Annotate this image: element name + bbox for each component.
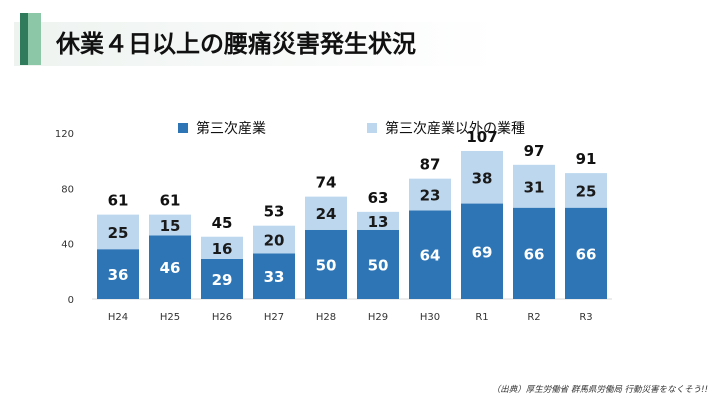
data-label-other: 23: [420, 187, 441, 205]
title-accent-dark: [20, 13, 28, 65]
data-label-other: 25: [108, 224, 129, 242]
bar-segment-tertiary: [97, 249, 139, 299]
total-label: 107: [466, 128, 497, 146]
data-label-other: 24: [316, 205, 337, 223]
x-tick-label: H30: [420, 312, 440, 323]
title-bar: [14, 22, 706, 66]
bar-segment-tertiary: [565, 207, 607, 299]
y-tick-label: 40: [61, 240, 74, 251]
bar-segment-other: [201, 236, 243, 259]
bar-segment-tertiary: [357, 229, 399, 299]
data-label-tertiary: 29: [212, 271, 233, 289]
bar-segment-other: [409, 178, 451, 211]
bar-segment-other: [513, 164, 555, 208]
bar-segment-tertiary: [305, 229, 347, 299]
data-label-other: 13: [368, 213, 389, 231]
data-label-tertiary: 50: [316, 256, 337, 274]
bar-segment-other: [357, 211, 399, 230]
y-tick-label: 120: [55, 129, 74, 140]
total-label: 63: [368, 189, 389, 207]
x-tick-label: H25: [160, 312, 180, 323]
total-label: 61: [108, 192, 129, 210]
legend-swatch-other: [367, 123, 377, 133]
x-tick-label: R1: [475, 312, 488, 323]
legend-item-other: 第三次産業以外の業種: [367, 118, 525, 138]
legend-swatch-tertiary: [178, 123, 188, 133]
data-label-tertiary: 66: [576, 245, 597, 263]
bar-segment-tertiary: [201, 258, 243, 299]
total-label: 45: [212, 214, 233, 232]
bar-segment-other: [565, 173, 607, 208]
bar-segment-other: [305, 196, 347, 230]
bar-segment-tertiary: [409, 210, 451, 299]
bar-segment-other: [461, 150, 503, 204]
total-label: 61: [160, 192, 181, 210]
legend-label-tertiary: 第三次産業: [196, 121, 266, 137]
bar-segment-tertiary: [513, 207, 555, 299]
x-tick-label: H27: [264, 312, 284, 323]
legend-item-tertiary: 第三次産業: [178, 118, 266, 138]
x-tick-label: H29: [368, 312, 388, 323]
data-label-tertiary: 33: [264, 268, 285, 286]
bar-segment-other: [97, 214, 139, 250]
y-tick-label: 80: [61, 184, 74, 195]
x-tick-label: H28: [316, 312, 336, 323]
total-label: 53: [264, 203, 285, 221]
source-note: （出典）厚生労働省 群馬県労働局 行動災害をなくそう!!: [491, 385, 708, 395]
bar-segment-tertiary: [253, 253, 295, 299]
data-label-tertiary: 50: [368, 256, 389, 274]
data-label-tertiary: 69: [472, 243, 493, 261]
title-accent-light: [28, 13, 41, 65]
bar-segment-other: [149, 214, 191, 236]
x-tick-label: R2: [527, 312, 540, 323]
total-label: 74: [316, 174, 337, 192]
x-tick-label: H24: [108, 312, 128, 323]
data-label-tertiary: 46: [160, 259, 181, 277]
data-label-other: 16: [212, 240, 233, 258]
page-title: 休業４日以上の腰痛災害発生状況: [56, 30, 416, 58]
data-label-other: 38: [472, 169, 493, 187]
x-tick-label: R3: [579, 312, 592, 323]
total-label: 87: [420, 156, 441, 174]
data-label-other: 15: [160, 217, 181, 235]
data-label-other: 20: [264, 232, 285, 250]
data-label-tertiary: 64: [420, 247, 441, 265]
y-tick-label: 0: [68, 295, 74, 306]
total-label: 97: [524, 142, 545, 160]
bar-segment-tertiary: [461, 203, 503, 299]
data-label-tertiary: 66: [524, 245, 545, 263]
data-label-other: 31: [524, 178, 545, 196]
x-tick-label: H26: [212, 312, 232, 323]
data-label-tertiary: 36: [108, 266, 129, 284]
legend-label-other: 第三次産業以外の業種: [385, 121, 525, 137]
bar-segment-tertiary: [149, 235, 191, 299]
total-label: 91: [576, 150, 597, 168]
bar-segment-other: [253, 225, 295, 254]
data-label-other: 25: [576, 182, 597, 200]
